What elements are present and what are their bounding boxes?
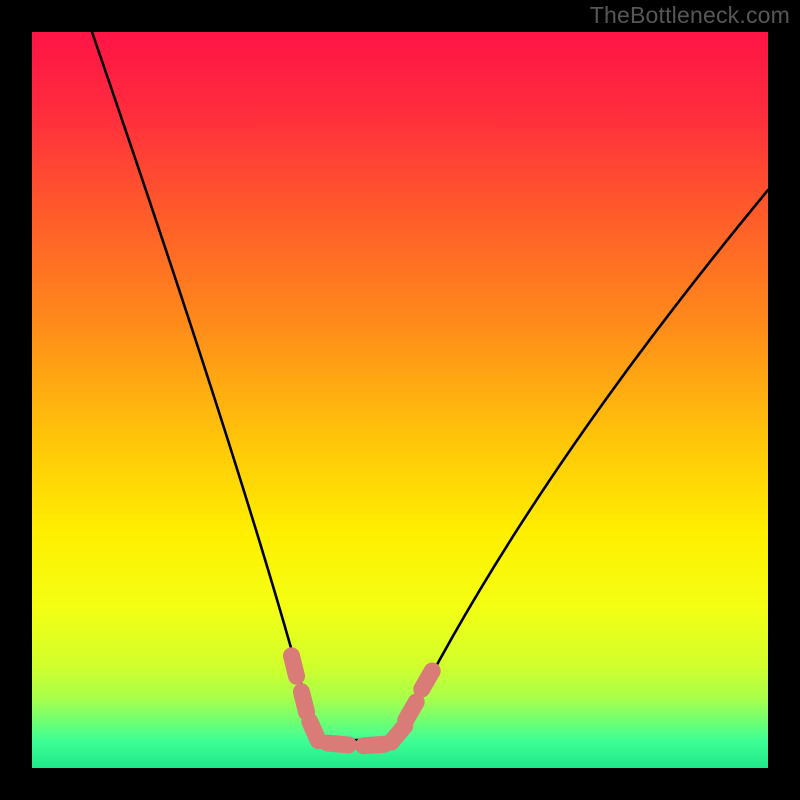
chart-root: TheBottleneck.com [0,0,800,800]
gradient-background [32,32,768,768]
bottleneck-curve-plot [0,0,800,800]
